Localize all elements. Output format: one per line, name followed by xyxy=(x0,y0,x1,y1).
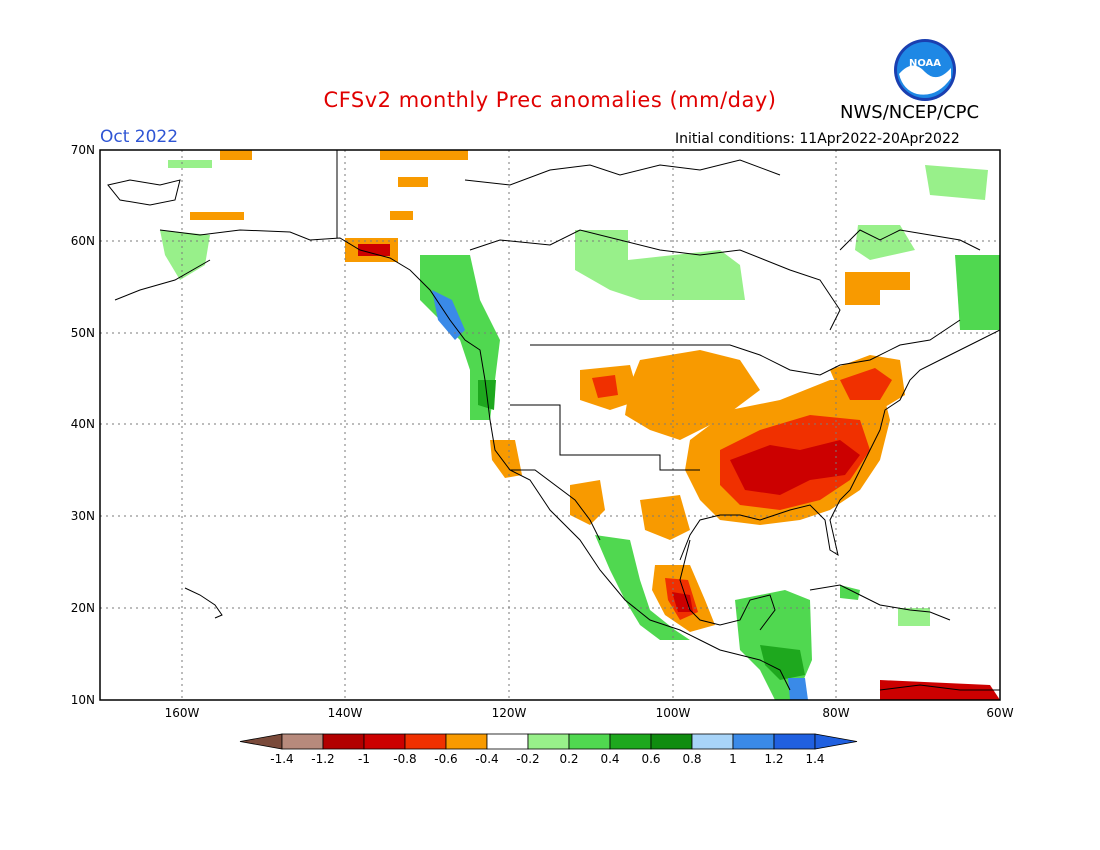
anomaly-ca-blue xyxy=(788,678,808,700)
colorbar-swatch xyxy=(404,733,447,750)
colorbar-tick-label: -1 xyxy=(358,752,370,766)
anomaly-ca-darkgreen xyxy=(760,645,805,680)
anomaly-ak-orange-2 xyxy=(190,212,244,220)
colorbar-tick-label: 0.8 xyxy=(682,752,701,766)
colorbar-tick-label: -1.4 xyxy=(270,752,293,766)
colorbar-tick-label: -0.4 xyxy=(475,752,498,766)
anomaly-canada-lightgreen xyxy=(575,230,745,300)
colorbar-tick-label: -1.2 xyxy=(311,752,334,766)
lat-label-70n: 70N xyxy=(71,143,95,157)
anomaly-carib-red xyxy=(880,680,1000,700)
colorbar-swatch xyxy=(773,733,816,750)
anomaly-ca-orange xyxy=(490,440,522,478)
anomaly-sw-orange xyxy=(570,480,605,525)
anomaly-greenland-green xyxy=(925,165,988,200)
colorbar-tick-label: 0.6 xyxy=(641,752,660,766)
valid-month-label: Oct 2022 xyxy=(100,127,179,147)
lat-label-10n: 10N xyxy=(71,693,95,707)
lon-label-160w: 160W xyxy=(165,706,200,720)
chart-title: CFSv2 monthly Prec anomalies (mm/day) xyxy=(323,88,777,112)
lon-label-80w: 80W xyxy=(822,706,849,720)
lat-label-30n: 30N xyxy=(71,509,95,523)
anomaly-rockies-red xyxy=(592,375,618,398)
colorbar-tick-label: 0.4 xyxy=(600,752,619,766)
map-frame xyxy=(99,149,1001,701)
anomaly-pnw-blue xyxy=(432,290,465,340)
colorbar-low-arrow xyxy=(239,733,283,750)
colorbar-tick-label: -0.2 xyxy=(516,752,539,766)
colorbar-swatch xyxy=(650,733,693,750)
anomaly-yk-orange xyxy=(398,177,428,187)
anomaly-mx-darkred xyxy=(672,592,693,612)
coastlines xyxy=(107,150,1000,691)
anomaly-ak-green-2 xyxy=(168,160,212,168)
colorbar-swatch xyxy=(363,733,406,750)
colorbar-tick-label: 1 xyxy=(729,752,737,766)
lon-label-100w: 100W xyxy=(656,706,691,720)
lat-label-20n: 20N xyxy=(71,601,95,615)
colorbar-swatch xyxy=(322,733,365,750)
lon-labels: 160W 140W 120W 100W 80W 60W xyxy=(165,706,1014,720)
anomaly-bc-red xyxy=(358,244,390,256)
anomaly-east-canada-green xyxy=(855,225,915,260)
anomaly-ak-orange-1 xyxy=(220,150,252,160)
colorbar-swatch xyxy=(281,733,324,750)
initial-conditions-label: Initial conditions: 11Apr2022-20Apr2022 xyxy=(675,131,960,147)
anomaly-mx-west-green xyxy=(595,535,690,640)
lat-label-40n: 40N xyxy=(71,417,95,431)
colorbar-tick-label: -0.8 xyxy=(393,752,416,766)
graticule xyxy=(100,150,1000,700)
colorbar-tick-label: -0.6 xyxy=(434,752,457,766)
noaa-logo-icon: NOAA xyxy=(894,39,956,101)
lon-label-60w: 60W xyxy=(986,706,1013,720)
anomaly-arctic-orange xyxy=(380,150,468,160)
colorbar: -1.4 -1.2 -1 -0.8 -0.6 -0.4 -0.2 0.2 0.4 0.6 0.8 1 1… xyxy=(239,733,858,766)
colorbar-tick-label: 0.2 xyxy=(559,752,578,766)
anomaly-yk-orange-2 xyxy=(390,211,413,220)
anomaly-tx-orange xyxy=(640,495,690,540)
lon-label-120w: 120W xyxy=(492,706,527,720)
anomaly-hudson-orange xyxy=(845,272,910,305)
anomaly-ne-red xyxy=(840,368,892,400)
anomaly-plains-orange xyxy=(625,350,760,440)
colorbar-high-arrow xyxy=(814,733,858,750)
colorbar-swatch xyxy=(732,733,775,750)
colorbar-swatch xyxy=(527,733,570,750)
svg-text:NOAA: NOAA xyxy=(909,58,941,69)
colorbar-swatch xyxy=(568,733,611,750)
anomaly-labrador-green xyxy=(955,255,1000,330)
colorbar-tick-label: 1.2 xyxy=(764,752,783,766)
anomaly-se-darkred xyxy=(730,440,860,495)
anomaly-pr-green xyxy=(898,608,930,626)
colorbar-swatch xyxy=(486,733,529,750)
colorbar-swatch xyxy=(445,733,488,750)
anomaly-carib-green xyxy=(840,585,860,600)
colorbar-tick-label: 1.4 xyxy=(805,752,824,766)
lat-label-50n: 50N xyxy=(71,326,95,340)
anomaly-fields xyxy=(160,150,1000,700)
lat-label-60n: 60N xyxy=(71,234,95,248)
lon-label-140w: 140W xyxy=(328,706,363,720)
colorbar-swatch xyxy=(691,733,734,750)
organization-label: NWS/NCEP/CPC xyxy=(840,102,980,123)
colorbar-swatch xyxy=(609,733,652,750)
lat-labels: 70N 60N 50N 40N 30N 20N 10N xyxy=(71,143,95,707)
